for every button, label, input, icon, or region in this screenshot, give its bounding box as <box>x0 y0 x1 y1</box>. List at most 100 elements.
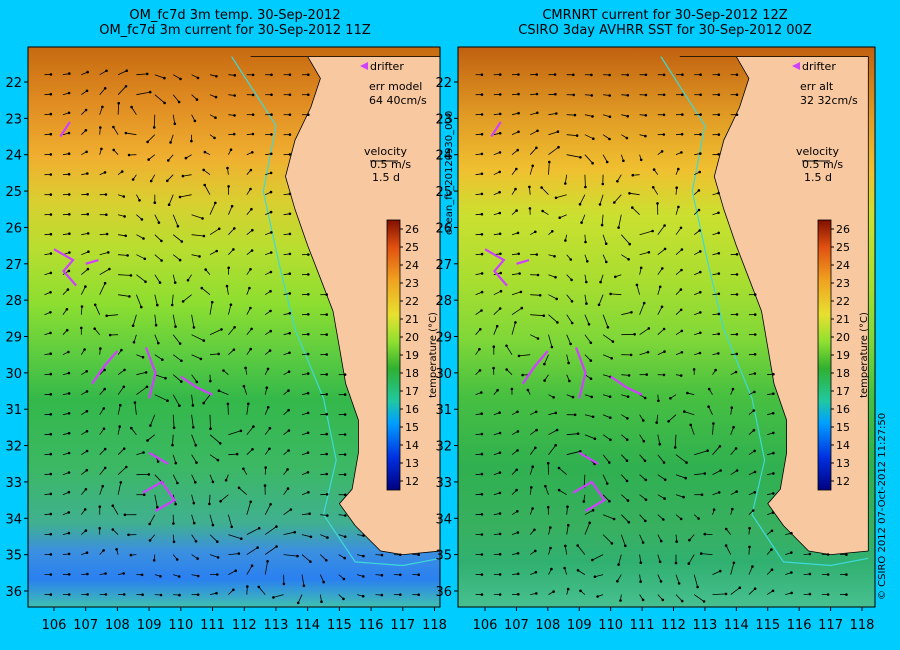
vector <box>148 154 156 160</box>
vector <box>209 228 220 236</box>
vector-head <box>498 512 502 515</box>
vector-head <box>751 509 755 512</box>
vector-head <box>265 386 269 390</box>
vector-head <box>626 73 629 77</box>
vector-head <box>122 195 126 198</box>
vector-head <box>478 369 482 372</box>
vector-head <box>257 526 261 530</box>
vector-head <box>661 267 664 270</box>
vector-head <box>233 94 236 97</box>
vector <box>99 467 106 475</box>
vector-head <box>326 536 329 539</box>
velocity-vectors <box>44 69 421 605</box>
vector-head <box>613 201 616 204</box>
vector <box>530 334 539 339</box>
vector-head <box>246 585 249 588</box>
vector-head <box>697 189 701 192</box>
drifter-track <box>85 259 99 265</box>
vector <box>246 426 254 435</box>
vector-head <box>217 352 220 356</box>
vector-head <box>249 347 252 351</box>
vector-head <box>67 593 71 596</box>
vector-head <box>105 232 109 236</box>
vector-head <box>575 134 579 137</box>
vector-head <box>86 172 89 175</box>
vector <box>584 134 594 140</box>
vector-head <box>677 205 680 209</box>
vector-head <box>569 342 572 346</box>
vector-head <box>498 93 502 96</box>
vector-head <box>194 481 197 484</box>
x-tick-label: 107 <box>73 618 98 633</box>
vector-head <box>49 553 53 556</box>
vector <box>228 514 233 527</box>
vector-head <box>498 211 502 215</box>
left-title-line2: OM_fc7d 3m current for 30-Sep-2012 11Z <box>99 23 371 38</box>
vector-head <box>663 478 667 482</box>
vector-head <box>479 328 482 331</box>
vector <box>748 588 756 595</box>
vector-head <box>129 274 133 277</box>
vector <box>191 494 195 504</box>
vector-head <box>84 488 88 491</box>
vector-head <box>619 599 622 602</box>
vector-head <box>571 395 575 399</box>
vector-head <box>682 495 685 499</box>
vector <box>172 414 175 428</box>
vector <box>592 554 604 561</box>
vector <box>220 494 229 502</box>
y-tick-label: 25 <box>5 185 22 200</box>
vector <box>584 334 592 343</box>
vector-head <box>250 564 254 567</box>
vector-head <box>309 535 313 539</box>
vector-head <box>644 134 647 138</box>
vector-head <box>771 411 775 415</box>
y-tick-label: 26 <box>5 221 22 236</box>
x-tick-label: 107 <box>504 618 529 633</box>
vector-head <box>541 209 544 213</box>
vector-head <box>724 527 728 531</box>
vector-head <box>288 292 292 295</box>
vector-head <box>572 73 575 77</box>
colorbar-tick-label: 13 <box>836 457 850 470</box>
vector-head <box>266 406 270 409</box>
vector <box>548 444 557 455</box>
vector-head <box>752 409 756 412</box>
vector-head <box>83 348 86 351</box>
vector-head <box>127 153 131 157</box>
vector-head <box>680 329 684 333</box>
vector <box>708 406 713 415</box>
vector-head <box>120 348 123 352</box>
y-tick-label: 32 <box>5 440 22 455</box>
vector-head <box>540 186 543 189</box>
vector-head <box>808 572 812 576</box>
vector-head <box>617 226 620 229</box>
vector-head <box>753 353 757 356</box>
vector-head <box>516 430 520 433</box>
vector-head <box>123 513 127 517</box>
vector-head <box>417 593 421 596</box>
vector <box>264 526 277 535</box>
vector <box>639 230 653 236</box>
vector-head <box>772 392 775 396</box>
vector-head <box>684 476 687 480</box>
y-tick-label: 35 <box>435 549 452 564</box>
vector <box>191 414 194 428</box>
drifter-track <box>575 347 587 399</box>
vector-head <box>717 191 720 195</box>
y-tick-label: 35 <box>5 549 22 564</box>
vector-head <box>703 472 707 475</box>
vector-head <box>531 164 534 168</box>
vector-head <box>651 229 654 233</box>
vector-head <box>83 508 87 511</box>
vector-head <box>251 113 255 116</box>
vector <box>153 114 156 128</box>
vector <box>688 554 695 564</box>
vector-head <box>605 260 608 264</box>
vector-head <box>628 242 631 246</box>
vector-head <box>215 75 218 78</box>
vector-head <box>591 115 594 118</box>
vector-head <box>226 166 229 170</box>
vector-head <box>542 314 546 318</box>
vector <box>209 302 213 315</box>
